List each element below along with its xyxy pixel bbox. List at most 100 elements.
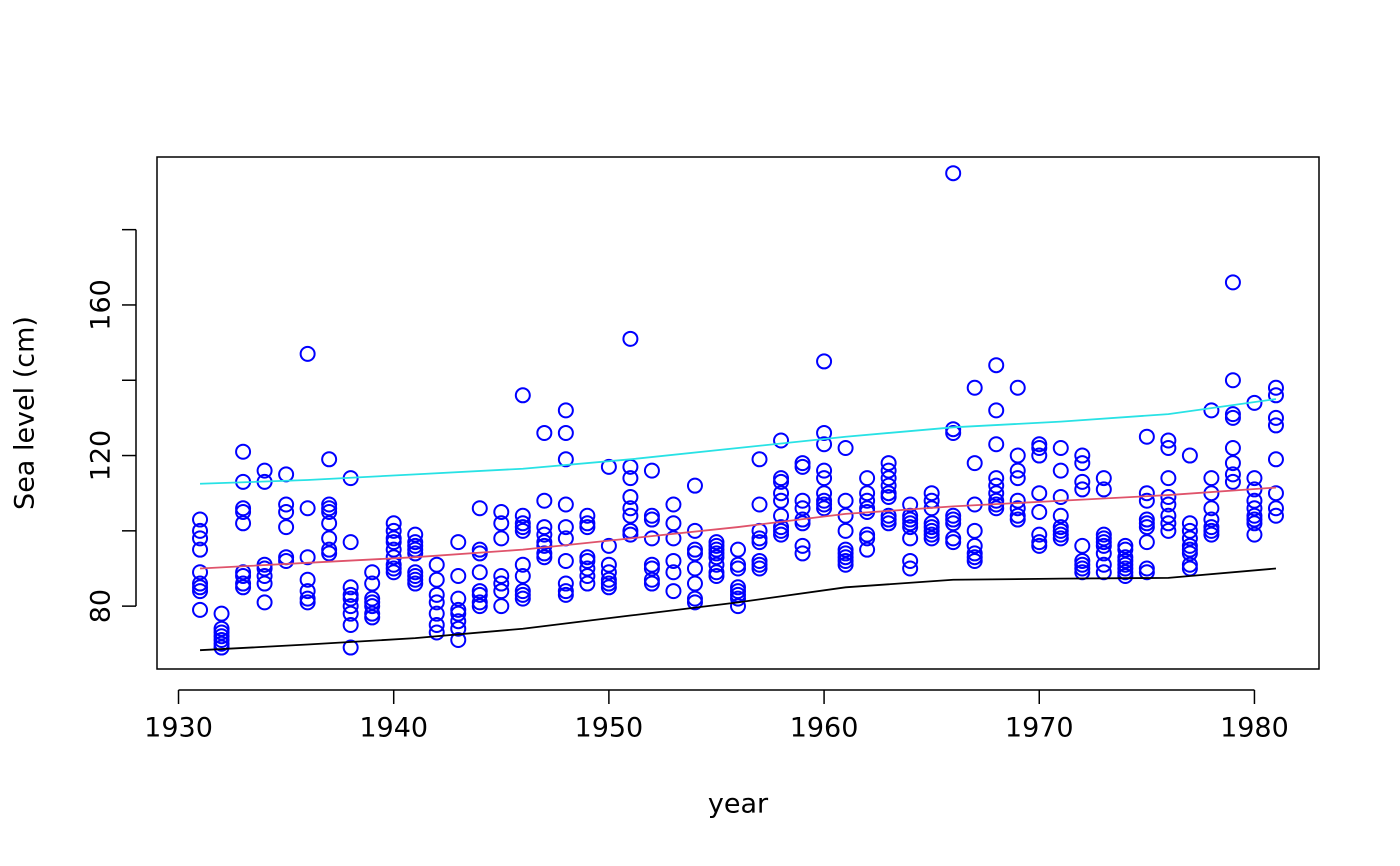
point — [536, 526, 553, 543]
point — [192, 583, 209, 600]
point — [299, 500, 316, 517]
point — [1246, 515, 1263, 532]
point — [342, 579, 359, 596]
y-tick-label: 120 — [86, 430, 117, 482]
point — [299, 571, 316, 588]
point — [256, 568, 273, 585]
point — [600, 556, 617, 573]
point — [235, 568, 252, 585]
point — [600, 579, 617, 596]
point — [321, 451, 338, 468]
point — [880, 477, 897, 494]
point — [299, 549, 316, 566]
point — [751, 560, 768, 577]
point — [192, 511, 209, 528]
point — [1138, 534, 1155, 551]
point — [1009, 447, 1026, 464]
point — [493, 515, 510, 532]
point — [493, 598, 510, 615]
point — [966, 552, 983, 569]
point — [514, 568, 531, 585]
point — [1160, 470, 1177, 487]
y-axis-label: Sea level (cm) — [10, 316, 41, 510]
point — [471, 500, 488, 517]
point — [450, 534, 467, 551]
point — [342, 590, 359, 607]
point — [988, 436, 1005, 453]
point — [407, 526, 424, 543]
point — [1009, 379, 1026, 396]
point — [278, 466, 295, 483]
point — [299, 583, 316, 600]
point — [622, 470, 639, 487]
point — [1267, 379, 1284, 396]
point — [385, 515, 402, 532]
point — [1267, 500, 1284, 517]
point — [773, 485, 790, 502]
point — [342, 639, 359, 656]
point — [643, 511, 660, 528]
point — [1203, 470, 1220, 487]
point — [385, 541, 402, 558]
point — [321, 515, 338, 532]
point — [622, 526, 639, 543]
point — [859, 530, 876, 547]
point — [1095, 556, 1112, 573]
point — [1246, 492, 1263, 509]
point — [945, 534, 962, 551]
point — [1117, 568, 1134, 585]
point — [1138, 492, 1155, 509]
point — [385, 522, 402, 539]
point — [816, 436, 833, 453]
point — [643, 560, 660, 577]
point — [816, 462, 833, 479]
point — [213, 605, 230, 622]
point — [493, 530, 510, 547]
point — [751, 534, 768, 551]
point — [902, 552, 919, 569]
point — [579, 575, 596, 592]
point — [794, 500, 811, 517]
point — [428, 586, 445, 603]
x-axis-label: year — [708, 789, 769, 820]
point — [407, 545, 424, 562]
point — [837, 440, 854, 457]
point — [1031, 440, 1048, 457]
x-tick-label: 1950 — [575, 713, 644, 744]
point — [730, 560, 746, 577]
point — [1074, 481, 1091, 498]
x-tick-label: 1970 — [1005, 713, 1074, 744]
point — [1160, 507, 1177, 524]
point — [557, 496, 574, 513]
point — [493, 504, 510, 521]
point — [794, 492, 811, 509]
point — [493, 568, 510, 585]
point — [773, 526, 790, 543]
point — [923, 485, 940, 502]
x-tick-label: 1960 — [790, 713, 859, 744]
point — [1160, 440, 1177, 457]
point — [902, 560, 919, 577]
point — [342, 534, 359, 551]
point — [579, 568, 596, 585]
point — [1160, 515, 1177, 532]
point — [1009, 511, 1026, 528]
point — [235, 443, 252, 460]
point — [364, 598, 381, 615]
point — [880, 488, 897, 505]
point — [708, 568, 725, 585]
point — [557, 586, 574, 603]
point — [1074, 455, 1091, 472]
point — [622, 500, 639, 517]
point — [450, 613, 467, 630]
point — [385, 534, 402, 551]
point — [428, 571, 445, 588]
point — [1009, 470, 1026, 487]
point — [1052, 507, 1069, 524]
point — [988, 357, 1005, 374]
point — [1009, 462, 1026, 479]
point — [816, 424, 833, 441]
point — [1224, 372, 1241, 389]
point — [859, 492, 876, 509]
